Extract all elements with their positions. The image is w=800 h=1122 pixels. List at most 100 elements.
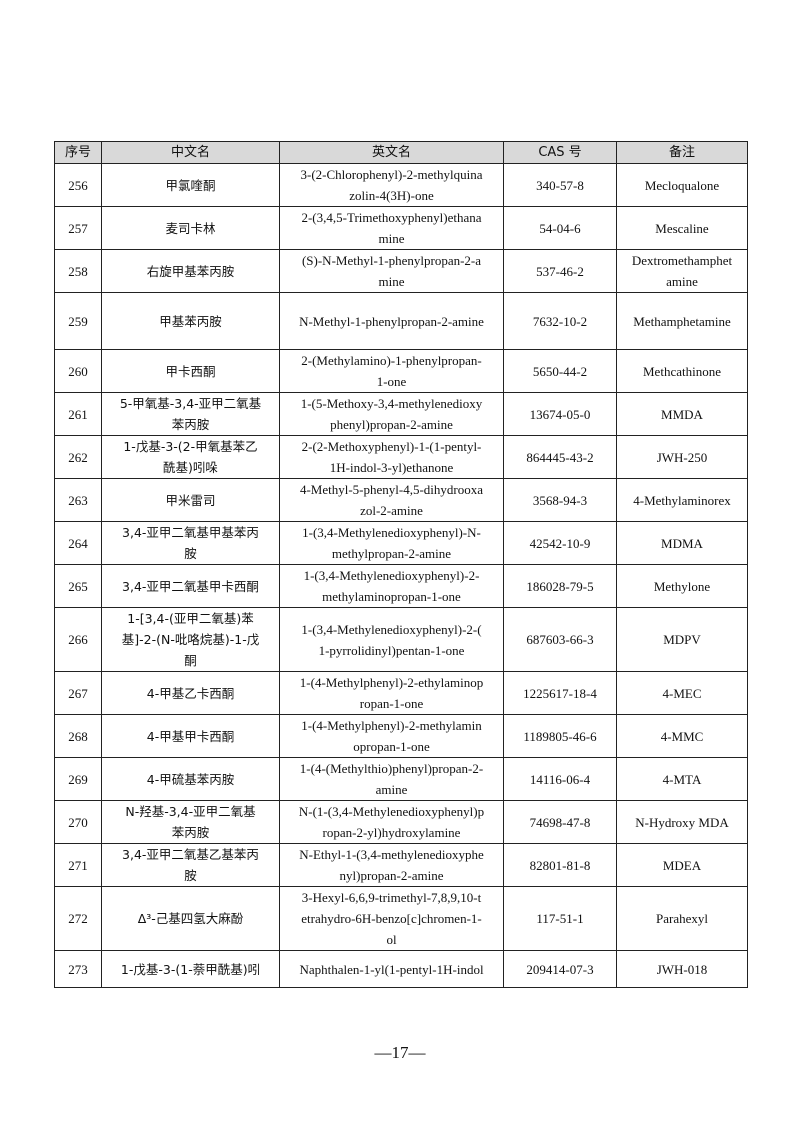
cell-remarks: MDMA: [616, 521, 748, 565]
cell-english-name: 1-(4-Methylphenyl)-2-methylamin opropan-…: [279, 714, 504, 758]
table-row: 268 4-甲基甲卡西酮 1-(4-Methylphenyl)-2-methylam…: [54, 714, 748, 758]
cell-index: 273: [54, 950, 102, 988]
cell-index: 270: [54, 800, 102, 844]
cell-remarks: MDPV: [616, 607, 748, 672]
cell-cas-number: 7632-10-2: [503, 292, 617, 350]
table-row: 266 1-[3,4-(亚甲二氧基)苯 基]-2-(N-吡咯烷基)-1-戊 酮 1-…: [54, 607, 748, 672]
cell-cas-number: 186028-79-5: [503, 564, 617, 608]
cell-chinese-name: 3,4-亚甲二氧基甲卡西酮: [101, 564, 280, 608]
cell-remarks: 4-MMC: [616, 714, 748, 758]
table-row: 272 Δ³-己基四氢大麻酚 3-Hexyl-6,6,9-trimethyl-7,8…: [54, 886, 748, 951]
cell-remarks: Parahexyl: [616, 886, 748, 951]
cell-cas-number: 209414-07-3: [503, 950, 617, 988]
cell-remarks: Methamphetamine: [616, 292, 748, 350]
cell-index: 264: [54, 521, 102, 565]
cell-chinese-name: 4-甲基甲卡西酮: [101, 714, 280, 758]
cell-index: 263: [54, 478, 102, 522]
cell-chinese-name: 1-戊基-3-(2-甲氧基苯乙 酰基)吲哚: [101, 435, 280, 479]
cell-english-name: 1-(3,4-Methylenedioxyphenyl)-N- methylpr…: [279, 521, 504, 565]
cell-english-name: Naphthalen-1-yl(1-pentyl-1H-indol: [279, 950, 504, 988]
cell-english-name: 2-(Methylamino)-1-phenylpropan- 1-one: [279, 349, 504, 393]
cell-english-name: N-Ethyl-1-(3,4-methylenedioxyphe nyl)pro…: [279, 843, 504, 887]
cell-cas-number: 42542-10-9: [503, 521, 617, 565]
cell-index: 258: [54, 249, 102, 293]
cell-index: 269: [54, 757, 102, 801]
table-body: 256 甲氯喹酮 3-(2-Chlorophenyl)-2-methylquina …: [54, 163, 748, 988]
cell-remarks: 4-Methylaminorex: [616, 478, 748, 522]
cell-remarks: Methylone: [616, 564, 748, 608]
cell-english-name: N-(1-(3,4-Methylenedioxyphenyl)p ropan-2…: [279, 800, 504, 844]
cell-cas-number: 5650-44-2: [503, 349, 617, 393]
table-row: 271 3,4-亚甲二氧基乙基苯丙 胺 N-Ethyl-1-(3,4-methyle…: [54, 843, 748, 887]
cell-index: 271: [54, 843, 102, 887]
cell-english-name: 2-(3,4,5-Trimethoxyphenyl)ethana mine: [279, 206, 504, 250]
cell-chinese-name: 甲卡西酮: [101, 349, 280, 393]
cell-remarks: Dextromethamphet amine: [616, 249, 748, 293]
cell-chinese-name: Δ³-己基四氢大麻酚: [101, 886, 280, 951]
table-header-row: 序号 中文名 英文名 CAS 号 备注: [54, 141, 748, 164]
header-index: 序号: [54, 141, 102, 164]
cell-remarks: JWH-250: [616, 435, 748, 479]
cell-index: 272: [54, 886, 102, 951]
cell-chinese-name: 甲米雷司: [101, 478, 280, 522]
cell-chinese-name: 4-甲硫基苯丙胺: [101, 757, 280, 801]
cell-chinese-name: 3,4-亚甲二氧基甲基苯丙 胺: [101, 521, 280, 565]
cell-index: 266: [54, 607, 102, 672]
cell-index: 256: [54, 163, 102, 207]
header-english-name: 英文名: [279, 141, 504, 164]
table-row: 269 4-甲硫基苯丙胺 1-(4-(Methylthio)phenyl)propa…: [54, 757, 748, 801]
cell-english-name: 1-(3,4-Methylenedioxyphenyl)-2-( 1-pyrro…: [279, 607, 504, 672]
table-row: 262 1-戊基-3-(2-甲氧基苯乙 酰基)吲哚 2-(2-Methoxyphen…: [54, 435, 748, 479]
cell-chinese-name: 1-戊基-3-(1-萘甲酰基)吲: [101, 950, 280, 988]
cell-cas-number: 54-04-6: [503, 206, 617, 250]
table-row: 257 麦司卡林 2-(3,4,5-Trimethoxyphenyl)ethana …: [54, 206, 748, 250]
table-row: 259 甲基苯丙胺 N-Methyl-1-phenylpropan-2-amine 7…: [54, 292, 748, 350]
table-row: 263 甲米雷司 4-Methyl-5-phenyl-4,5-dihydrooxa …: [54, 478, 748, 522]
cell-english-name: 4-Methyl-5-phenyl-4,5-dihydrooxa zol-2-a…: [279, 478, 504, 522]
page-number: —17—: [374, 1043, 426, 1062]
cell-english-name: 1-(4-(Methylthio)phenyl)propan-2- amine: [279, 757, 504, 801]
cell-chinese-name: 甲基苯丙胺: [101, 292, 280, 350]
table-row: 270 N-羟基-3,4-亚甲二氧基 苯丙胺 N-(1-(3,4-Methylene…: [54, 800, 748, 844]
cell-remarks: 4-MTA: [616, 757, 748, 801]
cell-cas-number: 687603-66-3: [503, 607, 617, 672]
cell-cas-number: 3568-94-3: [503, 478, 617, 522]
cell-remarks: MDEA: [616, 843, 748, 887]
header-remarks: 备注: [616, 141, 748, 164]
cell-index: 261: [54, 392, 102, 436]
cell-remarks: Methcathinone: [616, 349, 748, 393]
cell-chinese-name: 麦司卡林: [101, 206, 280, 250]
cell-english-name: 1-(4-Methylphenyl)-2-ethylaminop ropan-1…: [279, 671, 504, 715]
cell-remarks: JWH-018: [616, 950, 748, 988]
cell-chinese-name: 右旋甲基苯丙胺: [101, 249, 280, 293]
cell-cas-number: 82801-81-8: [503, 843, 617, 887]
cell-cas-number: 537-46-2: [503, 249, 617, 293]
cell-chinese-name: 5-甲氧基-3,4-亚甲二氧基 苯丙胺: [101, 392, 280, 436]
table-row: 265 3,4-亚甲二氧基甲卡西酮 1-(3,4-Methylenedioxyphe…: [54, 564, 748, 608]
cell-remarks: 4-MEC: [616, 671, 748, 715]
cell-remarks: N-Hydroxy MDA: [616, 800, 748, 844]
cell-english-name: 3-(2-Chlorophenyl)-2-methylquina zolin-4…: [279, 163, 504, 207]
cell-english-name: 1-(5-Methoxy-3,4-methylenedioxy phenyl)p…: [279, 392, 504, 436]
cell-cas-number: 74698-47-8: [503, 800, 617, 844]
table-row: 256 甲氯喹酮 3-(2-Chlorophenyl)-2-methylquina …: [54, 163, 748, 207]
cell-chinese-name: N-羟基-3,4-亚甲二氧基 苯丙胺: [101, 800, 280, 844]
cell-cas-number: 13674-05-0: [503, 392, 617, 436]
cell-index: 262: [54, 435, 102, 479]
header-chinese-name: 中文名: [101, 141, 280, 164]
cell-english-name: (S)-N-Methyl-1-phenylpropan-2-a mine: [279, 249, 504, 293]
table-row: 273 1-戊基-3-(1-萘甲酰基)吲 Naphthalen-1-yl(1-pen…: [54, 950, 748, 988]
cell-chinese-name: 3,4-亚甲二氧基乙基苯丙 胺: [101, 843, 280, 887]
cell-cas-number: 14116-06-4: [503, 757, 617, 801]
table-row: 261 5-甲氧基-3,4-亚甲二氧基 苯丙胺 1-(5-Methoxy-3,4-m…: [54, 392, 748, 436]
header-cas-number: CAS 号: [503, 141, 617, 164]
cell-chinese-name: 甲氯喹酮: [101, 163, 280, 207]
cell-remarks: Mescaline: [616, 206, 748, 250]
cell-index: 267: [54, 671, 102, 715]
table-row: 264 3,4-亚甲二氧基甲基苯丙 胺 1-(3,4-Methylenedioxyp…: [54, 521, 748, 565]
cell-english-name: 3-Hexyl-6,6,9-trimethyl-7,8,9,10-t etrah…: [279, 886, 504, 951]
cell-chinese-name: 4-甲基乙卡西酮: [101, 671, 280, 715]
cell-cas-number: 340-57-8: [503, 163, 617, 207]
table-row: 267 4-甲基乙卡西酮 1-(4-Methylphenyl)-2-ethylami…: [54, 671, 748, 715]
cell-cas-number: 117-51-1: [503, 886, 617, 951]
